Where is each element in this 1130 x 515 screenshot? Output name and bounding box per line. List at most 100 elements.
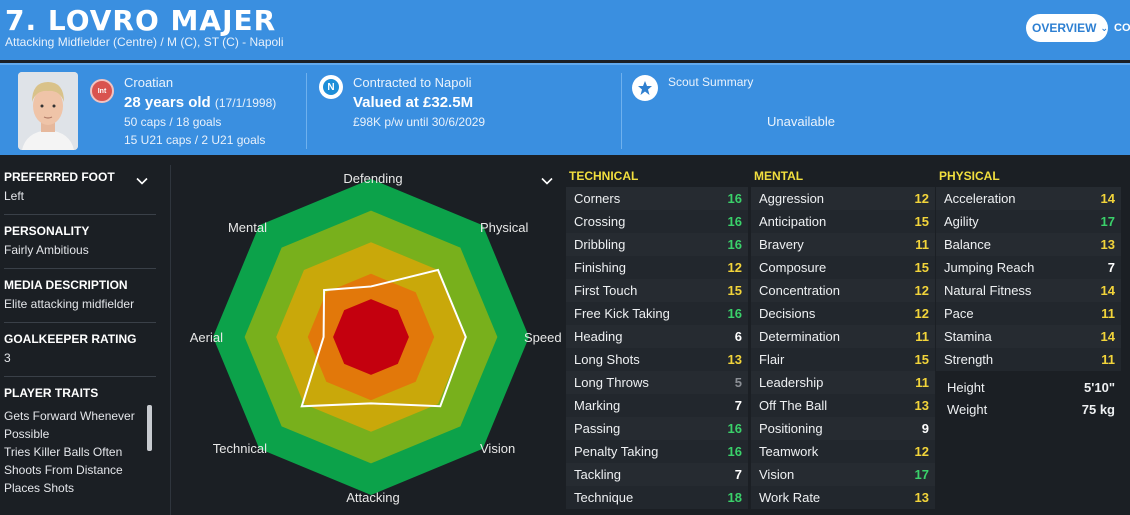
attribute-name: Tackling bbox=[574, 467, 621, 482]
traits-scrollbar[interactable] bbox=[147, 405, 152, 451]
personality-title: PERSONALITY bbox=[4, 224, 90, 238]
media-description-value: Elite attacking midfielder bbox=[4, 297, 135, 311]
attribute-name: Bravery bbox=[759, 237, 804, 252]
radar-axis-label: Mental bbox=[228, 220, 267, 235]
attribute-value: 17 bbox=[914, 467, 929, 482]
height-weight: Height 5'10" Weight 75 kg bbox=[939, 376, 1121, 420]
attribute-row[interactable]: Long Shots 13 bbox=[566, 348, 748, 371]
overview-dropdown-button[interactable]: OVERVIEW ⌄ bbox=[1026, 14, 1108, 42]
trait-item: Places Shots bbox=[4, 481, 75, 495]
attribute-name: Balance bbox=[944, 237, 991, 252]
attribute-row[interactable]: Crossing 16 bbox=[566, 210, 748, 233]
attribute-row[interactable]: Jumping Reach 7 bbox=[936, 256, 1121, 279]
attribute-row[interactable]: Bravery 11 bbox=[751, 233, 935, 256]
attribute-value: 7 bbox=[734, 398, 742, 413]
attribute-row[interactable]: Concentration 12 bbox=[751, 279, 935, 302]
attribute-row[interactable]: Leadership 11 bbox=[751, 371, 935, 394]
attribute-name: Strength bbox=[944, 352, 994, 367]
attribute-row[interactable]: Composure 15 bbox=[751, 256, 935, 279]
attribute-name: Long Throws bbox=[574, 375, 649, 390]
attribute-value: 11 bbox=[1101, 306, 1115, 321]
attribute-row[interactable]: Decisions 12 bbox=[751, 302, 935, 325]
attribute-value: 17 bbox=[1100, 214, 1115, 229]
physical-attributes: PHYSICAL Acceleration 14 Agility 17 Balance 1… bbox=[936, 165, 1121, 371]
attribute-row[interactable]: Off The Ball 13 bbox=[751, 394, 935, 417]
attribute-name: Finishing bbox=[574, 260, 627, 275]
attribute-row[interactable]: Agility 17 bbox=[936, 210, 1121, 233]
attribute-name: Natural Fitness bbox=[944, 283, 1032, 298]
radar-axis-label: Aerial bbox=[190, 330, 223, 345]
attribute-row[interactable]: Work Rate 13 bbox=[751, 486, 935, 509]
mental-attributes: MENTAL Aggression 12 Anticipation 15 Bravery… bbox=[751, 165, 935, 509]
technical-attributes: TECHNICAL Corners 16 Crossing 16 Dribbling 16… bbox=[566, 165, 748, 509]
attribute-value: 12 bbox=[914, 444, 929, 459]
attribute-name: Dribbling bbox=[574, 237, 626, 252]
attribute-value: 7 bbox=[1107, 260, 1115, 275]
attribute-row[interactable]: Anticipation 15 bbox=[751, 210, 935, 233]
attribute-row[interactable]: Tackling 7 bbox=[566, 463, 748, 486]
attribute-name: Flair bbox=[759, 352, 785, 367]
attribute-row[interactable]: Heading 6 bbox=[566, 325, 748, 348]
player-role: Attacking Midfielder (Centre) / M (C), S… bbox=[5, 35, 284, 49]
divider bbox=[4, 268, 156, 269]
player-header: 7. LOVRO MAJER Attacking Midfielder (Cen… bbox=[0, 0, 1130, 60]
international-badge: Int bbox=[90, 79, 114, 103]
attribute-name: Concentration bbox=[759, 283, 840, 298]
attribute-row[interactable]: Dribbling 16 bbox=[566, 233, 748, 256]
attribute-row[interactable]: Finishing 12 bbox=[566, 256, 748, 279]
attribute-row[interactable]: Pace 11 bbox=[936, 302, 1121, 325]
chevron-down-icon[interactable] bbox=[136, 175, 148, 187]
attribute-row[interactable]: Acceleration 14 bbox=[936, 187, 1121, 210]
attribute-row[interactable]: Strength 11 bbox=[936, 348, 1121, 371]
player-traits-list: Gets Forward Whenever Possible Tries Kil… bbox=[4, 407, 144, 497]
trait-item: Shoots From Distance bbox=[4, 463, 123, 477]
radar-ring bbox=[333, 299, 409, 375]
attribute-value: 15 bbox=[914, 214, 929, 229]
attribute-value: 11 bbox=[915, 329, 929, 344]
attribute-row[interactable]: Technique 18 bbox=[566, 486, 748, 509]
height-row: Height 5'10" bbox=[939, 376, 1121, 398]
attribute-row[interactable]: Flair 15 bbox=[751, 348, 935, 371]
attribute-row[interactable]: Determination 11 bbox=[751, 325, 935, 348]
attribute-row[interactable]: Positioning 9 bbox=[751, 417, 935, 440]
attribute-value: 16 bbox=[727, 444, 742, 459]
player-photo bbox=[18, 72, 78, 150]
technical-list: Corners 16 Crossing 16 Dribbling 16 Finishing 1… bbox=[566, 187, 748, 509]
tab-cut-off[interactable]: CO bbox=[1114, 22, 1130, 34]
player-name: 7. LOVRO MAJER bbox=[5, 4, 277, 37]
attribute-value: 5 bbox=[734, 375, 742, 390]
attribute-row[interactable]: Long Throws 5 bbox=[566, 371, 748, 394]
player-traits-block: PLAYER TRAITS bbox=[4, 386, 156, 400]
star-icon bbox=[632, 75, 658, 101]
attribute-row[interactable]: Natural Fitness 14 bbox=[936, 279, 1121, 302]
attribute-name: Composure bbox=[759, 260, 827, 275]
attribute-value: 16 bbox=[727, 421, 742, 436]
attribute-row[interactable]: Balance 13 bbox=[936, 233, 1121, 256]
attribute-name: Heading bbox=[574, 329, 623, 344]
divider bbox=[306, 73, 307, 149]
attribute-name: Technique bbox=[574, 490, 634, 505]
attribute-row[interactable]: First Touch 15 bbox=[566, 279, 748, 302]
attribute-row[interactable]: Aggression 12 bbox=[751, 187, 935, 210]
preferred-foot-block: PREFERRED FOOT Left bbox=[4, 170, 156, 203]
attribute-row[interactable]: Penalty Taking 16 bbox=[566, 440, 748, 463]
chevron-down-icon[interactable] bbox=[541, 175, 553, 187]
napoli-badge-icon: N bbox=[319, 75, 343, 99]
mental-title: MENTAL bbox=[754, 169, 804, 183]
divider bbox=[621, 73, 622, 149]
media-description-block: MEDIA DESCRIPTION Elite attacking midfie… bbox=[4, 278, 156, 311]
attribute-row[interactable]: Free Kick Taking 16 bbox=[566, 302, 748, 325]
contract-club: Contracted to Napoli bbox=[353, 75, 472, 90]
height-value: 5'10" bbox=[1084, 379, 1115, 395]
attribute-row[interactable]: Corners 16 bbox=[566, 187, 748, 210]
personality-block: PERSONALITY Fairly Ambitious bbox=[4, 224, 156, 257]
attribute-value: 15 bbox=[914, 352, 929, 367]
attribute-row[interactable]: Marking 7 bbox=[566, 394, 748, 417]
attribute-row[interactable]: Passing 16 bbox=[566, 417, 748, 440]
attribute-row[interactable]: Teamwork 12 bbox=[751, 440, 935, 463]
attribute-row[interactable]: Vision 17 bbox=[751, 463, 935, 486]
attribute-row[interactable]: Stamina 14 bbox=[936, 325, 1121, 348]
attribute-radar-chart: Defending Physical Speed Vision Attacking Tec… bbox=[190, 171, 561, 505]
scout-summary-title: Scout Summary bbox=[668, 75, 754, 89]
trait-item: Tries Killer Balls Often bbox=[4, 445, 123, 459]
